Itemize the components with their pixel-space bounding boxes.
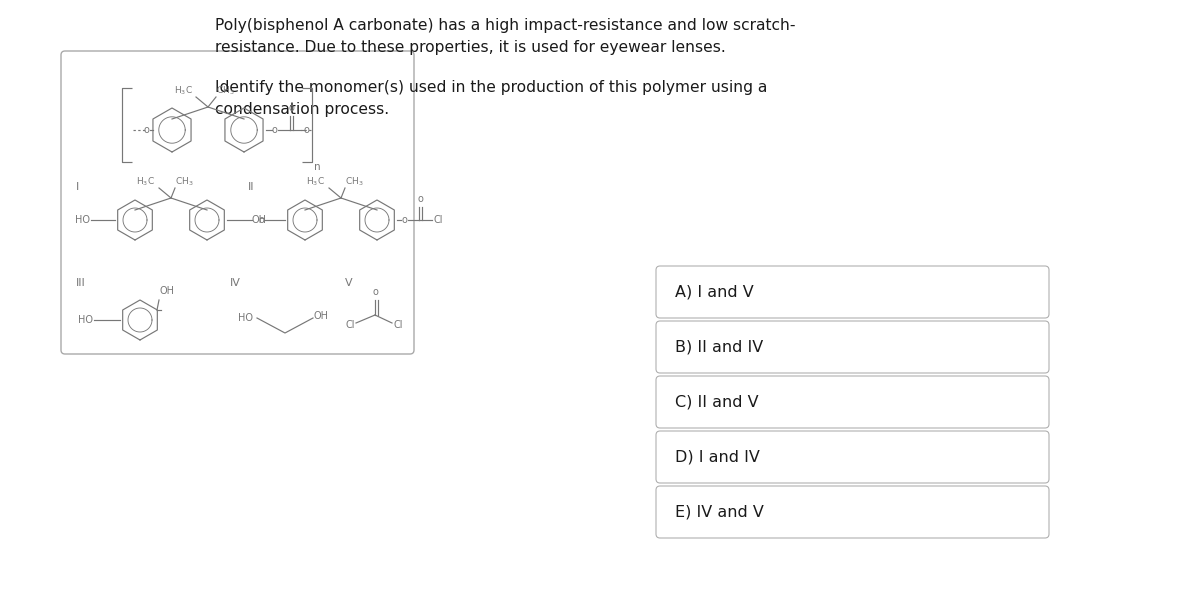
Text: HO: HO (78, 315, 94, 325)
Text: o: o (271, 125, 277, 135)
FancyBboxPatch shape (656, 321, 1049, 373)
Text: A) I and V: A) I and V (674, 284, 754, 299)
Text: Identify the monomer(s) used in the production of this polymer using a
condensat: Identify the monomer(s) used in the prod… (215, 80, 767, 117)
FancyBboxPatch shape (656, 486, 1049, 538)
Text: C) II and V: C) II and V (674, 394, 758, 409)
FancyBboxPatch shape (656, 376, 1049, 428)
Text: V: V (346, 278, 353, 288)
Text: H$_3$C: H$_3$C (174, 84, 193, 97)
Text: o: o (418, 194, 422, 204)
Text: III: III (76, 278, 85, 288)
Text: B) II and IV: B) II and IV (674, 340, 763, 355)
Text: o: o (143, 125, 149, 135)
Text: D) I and IV: D) I and IV (674, 449, 760, 465)
Text: o: o (401, 215, 407, 225)
FancyBboxPatch shape (656, 431, 1049, 483)
FancyBboxPatch shape (61, 51, 414, 354)
Text: H$_3$C: H$_3$C (306, 176, 325, 188)
FancyBboxPatch shape (656, 266, 1049, 318)
Text: n: n (314, 162, 320, 172)
Text: OH: OH (313, 311, 328, 321)
Text: IV: IV (230, 278, 241, 288)
Text: OH: OH (252, 215, 266, 225)
Text: Cl: Cl (346, 320, 355, 330)
Text: H$_3$C: H$_3$C (136, 176, 155, 188)
Text: I: I (76, 182, 79, 192)
Text: o: o (258, 215, 264, 225)
Text: o: o (304, 125, 308, 135)
Text: o: o (372, 287, 378, 297)
Text: II: II (248, 182, 254, 192)
Text: HO: HO (238, 313, 253, 323)
Text: o: o (288, 103, 294, 113)
Text: Cl: Cl (394, 320, 402, 330)
Text: HO: HO (74, 215, 90, 225)
Text: CH$_3$: CH$_3$ (346, 176, 364, 188)
Text: E) IV and V: E) IV and V (674, 505, 764, 519)
Text: Poly(bisphenol A carbonate) has a high impact-resistance and low scratch-
resist: Poly(bisphenol A carbonate) has a high i… (215, 18, 796, 55)
Text: OH: OH (160, 286, 175, 296)
Text: CH$_3$: CH$_3$ (175, 176, 193, 188)
Text: Cl: Cl (433, 215, 443, 225)
Text: CH$_3$: CH$_3$ (216, 84, 235, 97)
